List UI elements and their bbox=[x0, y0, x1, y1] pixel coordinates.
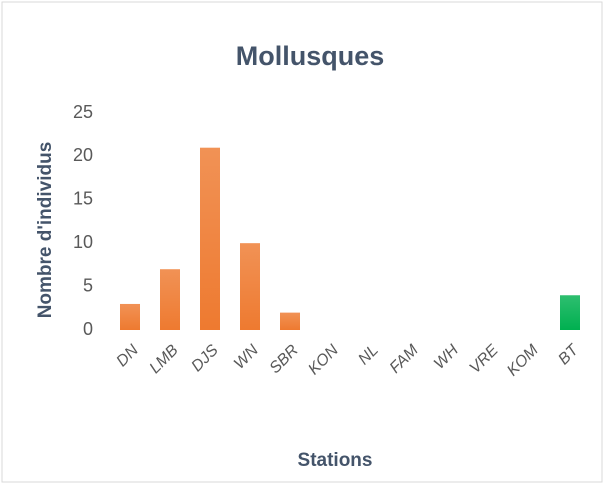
bar-shine bbox=[280, 312, 300, 330]
y-axis-title: Nombre d'individus bbox=[35, 142, 56, 319]
y-tick-label: 5 bbox=[83, 275, 93, 295]
y-tick-label: 0 bbox=[83, 319, 93, 339]
x-axis-title: Stations bbox=[298, 450, 373, 471]
y-tick-label: 25 bbox=[73, 102, 93, 122]
bar-shine bbox=[160, 269, 180, 330]
bar-shine bbox=[200, 147, 220, 330]
bar-shine bbox=[240, 243, 260, 330]
chart-title: Mollusques bbox=[236, 41, 385, 71]
y-tick-label: 10 bbox=[73, 232, 93, 252]
bar-shine bbox=[560, 295, 580, 330]
y-tick-label: 15 bbox=[73, 189, 93, 209]
y-tick-label: 20 bbox=[73, 145, 93, 165]
bar-shine bbox=[120, 303, 140, 330]
